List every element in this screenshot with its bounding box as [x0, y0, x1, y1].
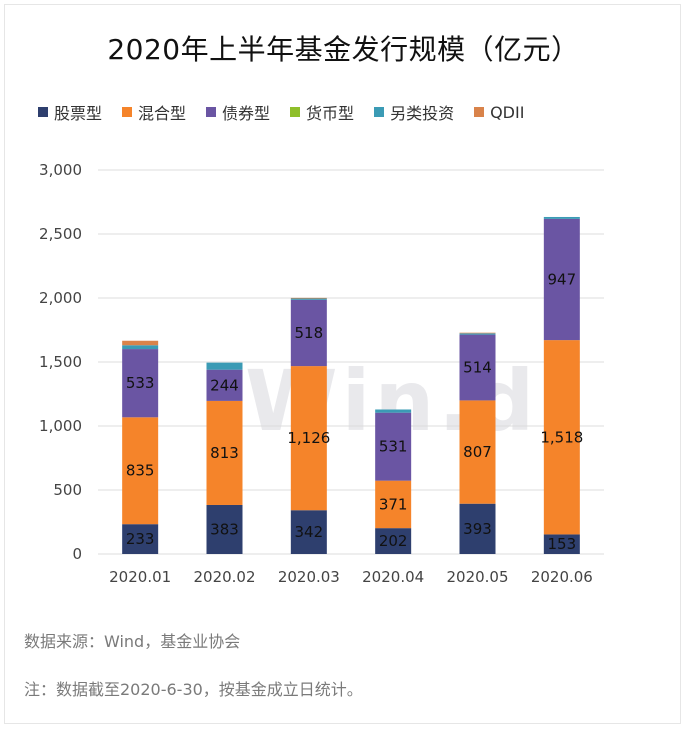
bar-segment: [122, 345, 159, 350]
legend-item: 股票型: [38, 100, 102, 124]
legend-item: 债券型: [206, 100, 270, 124]
data-label: 342: [295, 523, 324, 541]
x-tick-label: 2020.03: [278, 568, 340, 586]
legend-label: 债券型: [222, 104, 271, 123]
data-label: 1,126: [287, 429, 330, 447]
bar-segment: [290, 299, 327, 367]
bar-segment: [290, 297, 327, 299]
bar-segment: [290, 510, 327, 554]
y-tick-label: 0: [72, 545, 82, 563]
data-label: 947: [548, 271, 577, 289]
bar-segment: [543, 534, 580, 554]
legend-label: 混合型: [138, 104, 187, 123]
legend-label: 另类投资: [390, 104, 455, 123]
bar-segment: [543, 216, 580, 219]
data-label: 531: [379, 438, 408, 456]
bar-segment: [122, 524, 159, 554]
data-label: 807: [463, 443, 492, 461]
x-tick-label: 2020.04: [362, 568, 424, 586]
source-note: 数据来源：Wind，基金业协会: [24, 632, 241, 651]
y-tick-label: 1,000: [39, 417, 82, 435]
legend-label: 股票型: [54, 104, 103, 123]
bar-segment: [375, 412, 412, 481]
bar-segment: [375, 528, 412, 554]
bar-segment: [543, 218, 580, 341]
bar-segment: [122, 340, 159, 346]
legend-label: 货币型: [306, 104, 355, 123]
bar-segment: [459, 333, 496, 335]
data-label: 153: [548, 535, 577, 553]
bar-segment: [206, 504, 243, 554]
data-label: 244: [210, 376, 239, 394]
legend-item: 混合型: [122, 100, 186, 124]
data-label: 202: [379, 532, 408, 550]
bar-segment: [122, 417, 159, 525]
bar-segment: [375, 409, 412, 413]
legend-swatch: [38, 107, 48, 117]
data-label: 518: [295, 324, 324, 342]
legend-label: QDII: [490, 102, 525, 122]
legend-swatch: [122, 107, 133, 117]
data-label: 371: [379, 495, 408, 513]
data-label: 835: [126, 462, 155, 480]
data-label: 514: [463, 359, 492, 377]
y-tick-label: 3,000: [39, 161, 82, 179]
chart-legend: 股票型 混合型 债券型 货币型 另类投资 QDII: [38, 100, 524, 124]
bar-segment: [122, 349, 159, 418]
data-label: 383: [210, 520, 239, 538]
x-tick-label: 2020.02: [193, 568, 255, 586]
bar-segment: [459, 400, 496, 504]
legend-item: 另类投资: [374, 100, 454, 124]
y-tick-label: 2,500: [39, 225, 82, 243]
bar-segment: [206, 400, 243, 505]
data-label: 533: [126, 374, 155, 392]
x-tick-label: 2020.01: [109, 568, 171, 586]
data-label: 393: [463, 520, 492, 538]
bar-segment: [459, 332, 496, 334]
bar-segment: [459, 503, 496, 554]
bar-segment: [375, 480, 412, 529]
y-tick-label: 2,000: [39, 289, 82, 307]
bar-segment: [290, 298, 327, 300]
x-tick-label: 2020.05: [446, 568, 508, 586]
data-label: 233: [126, 530, 155, 548]
bar-segment: [459, 334, 496, 401]
chart-frame: [4, 4, 681, 724]
y-tick-label: 1,500: [39, 353, 82, 371]
stacked-bar-chart: 0 500 1,000 1,500 2,000 2,500 3,000 233 835 533 20…: [39, 161, 604, 586]
y-tick-label: 500: [53, 481, 82, 499]
legend-swatch: [290, 107, 301, 117]
data-label: 813: [210, 444, 239, 462]
bar-segment: [290, 366, 327, 511]
legend-swatch: [206, 107, 217, 117]
bar-segment: [206, 362, 243, 370]
legend-swatch: [474, 107, 485, 117]
bar-segment: [206, 369, 243, 401]
data-label: 1,518: [540, 428, 583, 446]
legend-item: 货币型: [290, 100, 354, 124]
legend-item: QDII: [474, 103, 524, 122]
chart-title: 2020年上半年基金发行规模（亿元）: [107, 33, 580, 66]
bar-segment: [543, 340, 580, 535]
legend-swatch: [374, 107, 385, 117]
x-tick-label: 2020.06: [531, 568, 593, 586]
footnote: 注：数据截至2020-6-30，按基金成立日统计。: [24, 680, 363, 699]
